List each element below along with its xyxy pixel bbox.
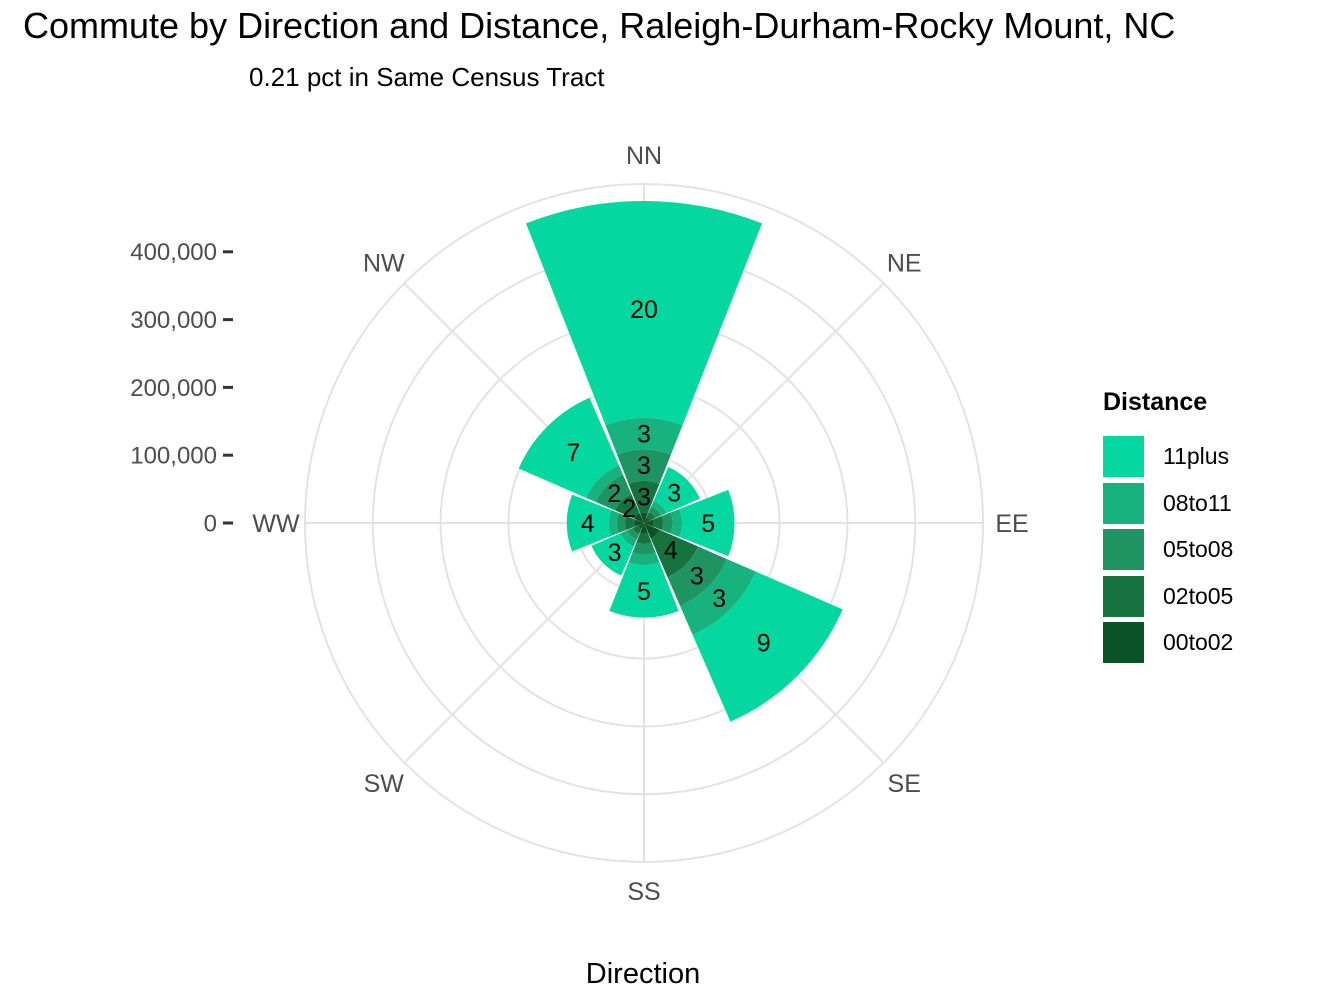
direction-label-WW: WW: [252, 510, 300, 538]
wedge-NE-00to02: [644, 517, 650, 523]
wedge-NN-00to02: [640, 512, 648, 523]
legend-title: Distance: [1103, 388, 1208, 416]
segment-label-NW-02to05: 2: [622, 495, 636, 523]
segment-label-SS-11plus: 5: [637, 578, 651, 606]
direction-label-SW: SW: [364, 770, 405, 798]
r-axis-tick-3: [223, 318, 233, 322]
legend-label: 00to02: [1163, 629, 1234, 655]
wedge-NW-11plus: [518, 397, 619, 498]
legend-label: 02to05: [1163, 582, 1234, 609]
wedge-NW-02to05: [615, 494, 640, 519]
wedge-SW-02to05: [632, 525, 642, 535]
wedge-NW-08to11: [586, 465, 624, 503]
segment-label-NN-02to05: 3: [637, 483, 651, 511]
wedge-SE-11plus: [692, 571, 843, 722]
wedge-WW-02to05: [625, 516, 636, 530]
wedge-NE-05to08: [648, 506, 661, 519]
direction-label-NW: NW: [363, 250, 405, 278]
segment-label-NW-05to08: 2: [607, 480, 621, 508]
wedge-NN-02to05: [628, 480, 660, 514]
chart-title: Commute by Direction and Distance, Ralei…: [23, 5, 1176, 46]
wedge-SS-11plus: [609, 562, 679, 618]
segment-label-EE-11plus: 5: [701, 510, 715, 538]
wedge-NW-05to08: [595, 474, 632, 511]
wedge-EE-08to11: [670, 509, 682, 537]
wedge-NE-11plus: [653, 467, 700, 514]
legend-item-08to11: 08to11: [1103, 482, 1233, 524]
legend-label: 05to08: [1163, 536, 1234, 562]
wedge-EE-02to05: [652, 516, 663, 530]
x-axis-title: Direction: [585, 958, 701, 990]
direction-label-NE: NE: [887, 250, 922, 278]
wedge-SW-00to02: [638, 523, 644, 529]
r-axis-tick-0: [223, 521, 233, 525]
r-axis-tick-1: [223, 453, 233, 457]
wedge-NE-02to05: [646, 511, 656, 521]
legend-item-02to05: 02to05: [1103, 575, 1234, 617]
wedge-EE-00to02: [644, 519, 654, 527]
wedge-NE-08to11: [651, 500, 667, 516]
legend-item-00to02: 00to02: [1103, 622, 1233, 663]
direction-label-NN: NN: [626, 142, 662, 170]
r-axis-tick-2: [223, 385, 233, 389]
segment-label-NW-11plus: 7: [566, 439, 580, 467]
segment-label-SE-11plus: 9: [757, 629, 771, 657]
segment-label-NE-11plus: 3: [667, 480, 681, 508]
segment-label-SE-05to08: 3: [690, 563, 704, 591]
wedge-NN-08to11: [605, 417, 683, 455]
wedge-SW-08to11: [620, 530, 637, 547]
legend-swatch-05to08: [1103, 529, 1144, 570]
segment-label-NN-05to08: 3: [637, 452, 651, 480]
segment-label-NN-11plus: 20: [630, 296, 658, 324]
legend: Distance 11plus 08to11 05to08 02to05 00t…: [1103, 388, 1233, 669]
wedge-SS-05to08: [632, 542, 656, 555]
legend-swatch-02to05: [1103, 575, 1144, 617]
segment-label-WW-11plus: 4: [581, 510, 595, 538]
wedge-SW-11plus: [591, 533, 634, 576]
legend-swatch-11plus: [1103, 436, 1144, 477]
r-axis-label-3: 300,000: [130, 307, 217, 334]
legend-label: 08to11: [1163, 489, 1232, 516]
segment-label-SW-11plus: 3: [608, 539, 622, 567]
segment-label-SE-08to11: 3: [712, 585, 726, 613]
wedge-WW-05to08: [616, 513, 627, 533]
wedge-SS-02to05: [636, 532, 652, 545]
r-axis-label-4: 400,000: [130, 239, 217, 266]
wedge-NW-00to02: [634, 513, 644, 523]
wedge-SS-08to11: [628, 552, 660, 566]
segment-label-SE-02to05: 4: [664, 537, 678, 565]
direction-label-EE: EE: [995, 510, 1028, 538]
legend-item-05to08: 05to08: [1103, 529, 1233, 570]
wedge-SS-00to02: [640, 523, 648, 534]
wedge-SE-08to11: [680, 559, 756, 635]
segment-label-NN-08to11: 3: [637, 420, 651, 448]
r-axis-label-1: 100,000: [130, 443, 217, 470]
r-axis-label-0: 0: [204, 510, 217, 537]
wedge-EE-11plus: [679, 489, 735, 557]
legend-item-11plus: 11plus: [1103, 436, 1233, 477]
r-axis-tick-4: [223, 250, 233, 254]
wedge-SE-02to05: [650, 529, 699, 578]
direction-label-SE: SE: [888, 770, 921, 798]
chart-subtitle: 0.21 pct in Same Census Tract: [249, 62, 605, 92]
legend-swatch-08to11: [1103, 482, 1144, 524]
legend-swatch-00to02: [1103, 622, 1144, 663]
legend-label: 11plus: [1163, 443, 1230, 469]
wedge-NN-05to08: [617, 449, 671, 484]
r-axis-label-2: 200,000: [130, 375, 217, 402]
wedge-WW-08to11: [608, 510, 619, 536]
wedge-WW-11plus: [566, 494, 612, 552]
wedge-SW-05to08: [627, 527, 640, 540]
wedge-SE-00to02: [644, 523, 660, 539]
wedge-EE-05to08: [661, 512, 673, 534]
direction-label-SS: SS: [627, 878, 660, 906]
wedge-SE-05to08: [667, 546, 728, 607]
wedge-NN-11plus: [525, 200, 763, 426]
wedge-WW-00to02: [634, 519, 644, 527]
